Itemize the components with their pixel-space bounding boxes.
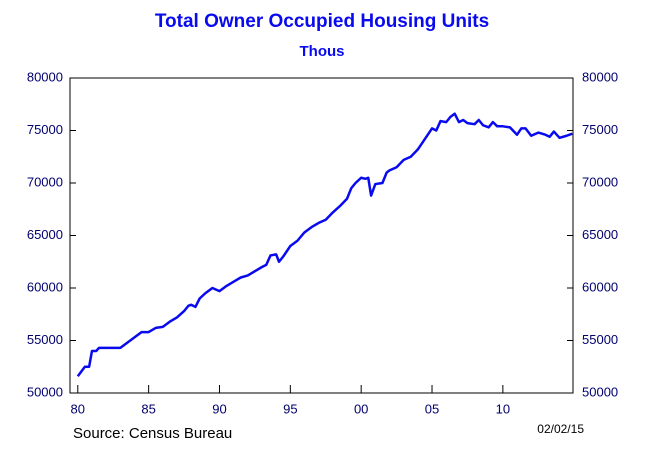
y2-tick-label: 50000 xyxy=(582,384,618,399)
x-tick-label: 05 xyxy=(425,401,439,416)
source-note: Source: Census Bureau xyxy=(73,425,232,442)
y-tick-label: 70000 xyxy=(27,174,63,189)
y2-tick-label: 75000 xyxy=(582,122,618,137)
data-line xyxy=(76,112,573,377)
y-tick-label: 65000 xyxy=(27,227,63,242)
x-tick-label: 10 xyxy=(496,401,510,416)
y-tick-label: 75000 xyxy=(27,122,63,137)
y2-tick-label: 80000 xyxy=(582,69,618,84)
y-tick-label: 60000 xyxy=(27,279,63,294)
chart-subtitle: Thous xyxy=(300,43,345,60)
x-tick-label: 00 xyxy=(354,401,368,416)
y-tick-label: 55000 xyxy=(27,332,63,347)
y-tick-label: 50000 xyxy=(27,384,63,399)
date-note: 02/02/15 xyxy=(537,422,584,436)
y2-tick-label: 60000 xyxy=(582,279,618,294)
x-tick-label: 95 xyxy=(283,401,297,416)
x-tick-label: 90 xyxy=(212,401,226,416)
x-tick-label: 85 xyxy=(141,401,155,416)
y-tick-label: 80000 xyxy=(27,69,63,84)
y2-tick-label: 65000 xyxy=(582,227,618,242)
y2-tick-label: 70000 xyxy=(582,174,618,189)
x-tick-label: 80 xyxy=(71,401,85,416)
chart-title: Total Owner Occupied Housing Units xyxy=(155,11,489,32)
y2-tick-label: 55000 xyxy=(582,332,618,347)
